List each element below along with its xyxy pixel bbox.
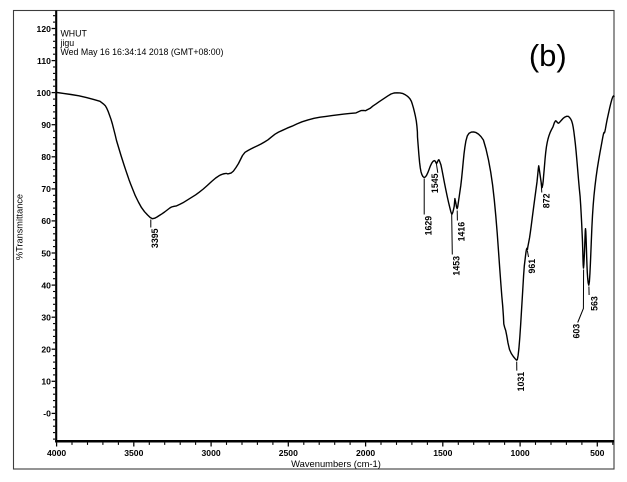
svg-text:1500: 1500	[433, 448, 452, 458]
svg-text:(b): (b)	[529, 38, 567, 73]
svg-text:1000: 1000	[511, 448, 530, 458]
svg-text:1031: 1031	[516, 372, 526, 392]
svg-text:3000: 3000	[202, 448, 221, 458]
svg-text:120: 120	[37, 24, 52, 34]
svg-text:80: 80	[41, 152, 51, 162]
svg-text:1416: 1416	[456, 222, 466, 242]
svg-text:563: 563	[590, 296, 600, 311]
svg-text:20: 20	[41, 345, 51, 355]
svg-text:603: 603	[572, 324, 582, 339]
svg-text:1629: 1629	[424, 216, 434, 236]
svg-text:1453: 1453	[451, 256, 461, 276]
svg-text:3395: 3395	[150, 228, 160, 248]
svg-text:961: 961	[527, 259, 537, 274]
svg-text:WHUT: WHUT	[61, 29, 88, 39]
svg-text:30: 30	[41, 313, 51, 323]
svg-text:500: 500	[590, 448, 605, 458]
svg-text:Wavenumbers (cm-1): Wavenumbers (cm-1)	[291, 458, 381, 469]
svg-text:%Transmittance: %Transmittance	[14, 194, 24, 260]
svg-text:1545: 1545	[430, 173, 440, 193]
svg-text:60: 60	[41, 216, 51, 226]
svg-text:Wed May 16 16:34:14 2018 (GMT+: Wed May 16 16:34:14 2018 (GMT+08:00)	[61, 47, 224, 57]
svg-text:10: 10	[41, 377, 51, 387]
svg-text:4000: 4000	[47, 448, 66, 458]
svg-text:100: 100	[37, 88, 52, 98]
svg-text:90: 90	[41, 120, 51, 130]
svg-text:3500: 3500	[124, 448, 143, 458]
svg-text:40: 40	[41, 280, 51, 290]
svg-text:872: 872	[542, 193, 552, 208]
svg-text:50: 50	[41, 248, 51, 258]
svg-text:110: 110	[37, 56, 51, 66]
svg-text:2000: 2000	[356, 448, 375, 458]
svg-text:2500: 2500	[279, 448, 298, 458]
svg-text:70: 70	[41, 184, 51, 194]
svg-text:-0: -0	[43, 409, 51, 419]
svg-text:jigu: jigu	[60, 38, 75, 48]
